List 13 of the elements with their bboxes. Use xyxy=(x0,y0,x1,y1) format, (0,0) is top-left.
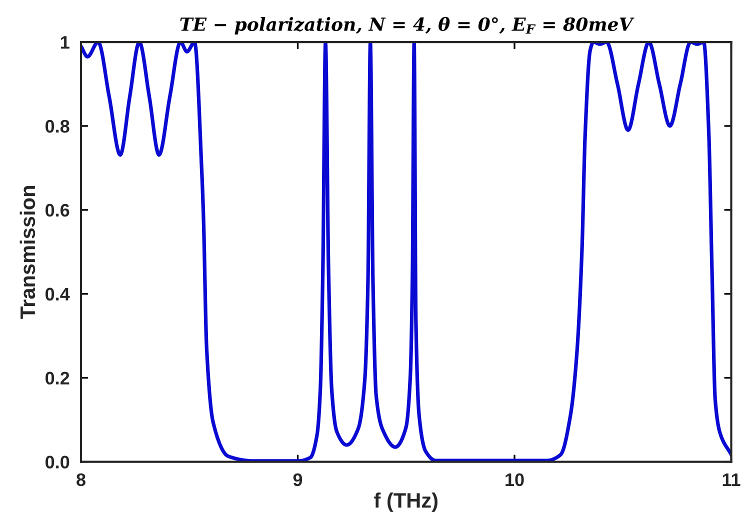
y-tick-label: 0.4 xyxy=(46,288,70,301)
x-tick-label: 9 xyxy=(293,473,302,486)
x-tick-label: 10 xyxy=(506,473,524,486)
x-tick-label: 11 xyxy=(722,474,740,486)
y-axis-title: Transmission xyxy=(20,186,36,319)
chart-title: TE − polarization, N = 4, θ = 0°, E$_{F}$ = 80meV xyxy=(180,16,634,35)
y-tick-label: 1 xyxy=(60,36,70,49)
x-tick-label: 8 xyxy=(76,473,86,486)
y-tick-label: 0.0 xyxy=(46,456,70,468)
y-tick-label: 0.6 xyxy=(46,204,70,217)
y-tick-label: 0.8 xyxy=(46,120,70,133)
x-axis-title: f (THz) xyxy=(374,492,438,512)
y-tick-label: 0.2 xyxy=(46,372,70,385)
